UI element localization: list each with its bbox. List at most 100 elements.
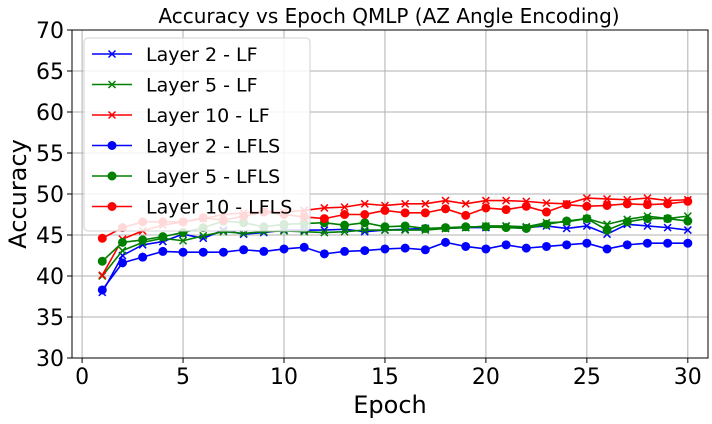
data-point (562, 200, 572, 210)
data-point (118, 246, 127, 255)
data-point (320, 228, 329, 237)
x-axis-label: Epoch (353, 391, 427, 419)
data-point (642, 214, 652, 224)
data-point (420, 245, 430, 255)
data-point (521, 201, 531, 211)
data-point (158, 232, 168, 242)
chart-title: Accuracy vs Epoch QMLP (AZ Angle Encodin… (158, 4, 619, 28)
data-point (481, 222, 491, 232)
marker-stroke (360, 226, 369, 235)
data-point (380, 244, 390, 254)
data-point (501, 240, 511, 250)
data-point (360, 226, 369, 235)
y-tick-label: 35 (36, 306, 64, 331)
marker-stroke (643, 221, 652, 231)
data-point (360, 246, 370, 256)
data-point (279, 244, 289, 254)
legend-label: Layer 10 - LF (146, 105, 270, 127)
legend-label: Layer 5 - LFLS (146, 166, 280, 188)
data-point (541, 241, 551, 251)
legend-label: Layer 10 - LFLS (146, 197, 292, 219)
legend-marker (107, 110, 117, 120)
data-point (521, 223, 531, 233)
legend-label: Layer 5 - LF (146, 75, 258, 97)
marker-stroke (603, 194, 612, 203)
data-point (562, 224, 571, 233)
legend-entry: Layer 5 - LFLS (92, 166, 280, 188)
legend-marker (107, 49, 117, 59)
data-point (622, 217, 632, 227)
data-point (259, 246, 269, 256)
data-point (380, 222, 390, 232)
data-point (461, 210, 471, 220)
data-point (582, 221, 591, 231)
data-point (461, 199, 470, 208)
x-tick-label: 25 (573, 365, 601, 390)
data-point (643, 194, 652, 203)
data-point (602, 244, 612, 254)
marker-stroke (582, 194, 591, 203)
data-point (521, 243, 531, 253)
marker-stroke (320, 203, 329, 212)
data-point (400, 243, 410, 253)
legend-entry: Layer 10 - LFLS (92, 197, 292, 219)
data-point (199, 231, 208, 240)
y-tick-label: 45 (36, 224, 64, 249)
y-tick-label: 70 (36, 19, 64, 44)
data-point (420, 208, 430, 218)
marker-stroke (481, 196, 490, 205)
data-point (461, 241, 471, 251)
y-tick-label: 40 (36, 265, 64, 290)
marker-stroke (179, 236, 188, 245)
axis-ticks: 0 5 10 15 20 25 30 30 35 40 45 50 55 60 65 70 (36, 19, 702, 390)
marker-stroke (340, 227, 349, 236)
data-point (663, 214, 673, 224)
data-point (582, 201, 592, 211)
y-tick-label: 65 (36, 60, 64, 85)
data-point (461, 222, 471, 232)
data-point (663, 199, 673, 209)
x-tick-label: 30 (674, 365, 702, 390)
marker-stroke (683, 226, 692, 235)
data-point (117, 258, 127, 268)
data-point (360, 218, 370, 228)
data-point (97, 233, 107, 243)
data-point (198, 247, 208, 257)
data-point (642, 200, 652, 210)
data-point (542, 198, 551, 208)
data-point (218, 247, 228, 257)
legend-label: Layer 2 - LFLS (146, 136, 280, 158)
data-point (340, 220, 350, 230)
marker-stroke (643, 194, 652, 203)
marker-stroke (582, 221, 591, 231)
data-point (602, 200, 612, 210)
marker-stroke (562, 224, 571, 233)
data-point (582, 194, 591, 203)
data-point (683, 238, 693, 248)
data-point (178, 247, 188, 257)
data-point (562, 216, 572, 226)
data-point (683, 216, 693, 226)
legend-marker (107, 141, 117, 150)
data-point (441, 223, 451, 233)
data-point (622, 240, 632, 250)
series-line (101, 241, 688, 291)
legend: Layer 2 - LF Layer 5 - LF Layer 10 - LF Lay… (83, 37, 311, 232)
data-point (360, 210, 370, 219)
marker-stroke (107, 49, 117, 59)
data-point (441, 204, 451, 214)
series-layer-2-lfls (97, 237, 693, 295)
marker-stroke (107, 80, 117, 89)
data-point (603, 194, 612, 203)
marker-stroke (199, 231, 208, 240)
data-point (97, 285, 107, 295)
data-point (401, 199, 410, 208)
legend-marker (107, 171, 117, 181)
data-point (502, 196, 511, 205)
y-axis-label: Accuracy (4, 139, 32, 249)
data-point (179, 236, 188, 245)
data-point (117, 237, 127, 247)
legend-marker (107, 80, 117, 89)
x-tick-label: 15 (371, 365, 399, 390)
